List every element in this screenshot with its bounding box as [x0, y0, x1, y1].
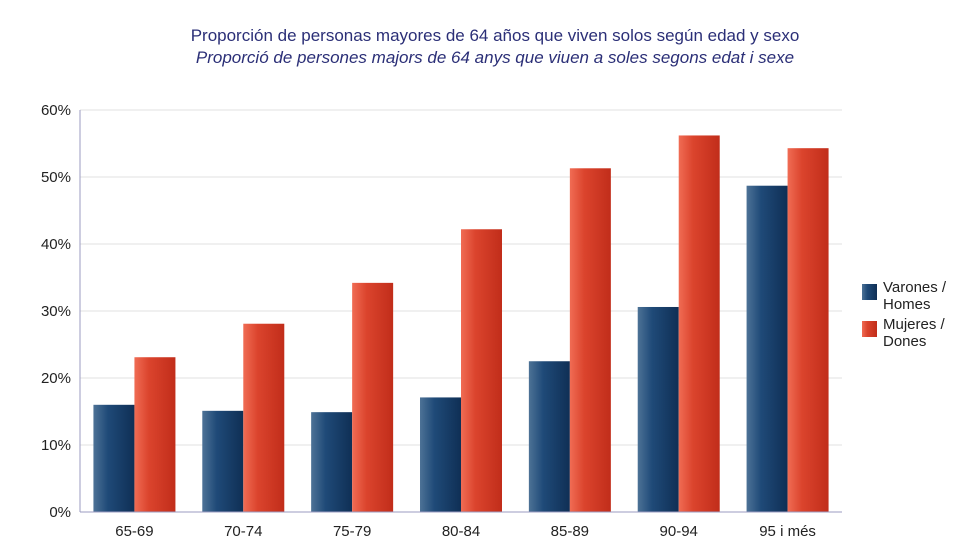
- bar-varones-65-69: [93, 404, 135, 512]
- y-tick-label: 30%: [41, 303, 71, 320]
- bar-varones-70-74: [202, 410, 244, 512]
- x-tick-label: 95 i més: [759, 523, 816, 540]
- bar-mujeres-85-89: [569, 168, 611, 513]
- legend-label: Varones / Homes: [883, 279, 947, 313]
- x-tick-label: 80-84: [442, 523, 480, 540]
- bar-mujeres-75-79: [352, 282, 394, 512]
- legend-swatch: [862, 321, 877, 337]
- y-tick-label: 40%: [41, 236, 71, 253]
- y-tick-label: 50%: [41, 169, 71, 186]
- x-tick-label: 75-79: [333, 523, 371, 540]
- bar-mujeres-90-94: [678, 135, 720, 512]
- legend-label: Mujeres / Dones: [883, 316, 946, 350]
- chart-subtitle: Proporció de persones majors de 64 anys …: [195, 48, 795, 67]
- bar-varones-90-94: [637, 306, 679, 512]
- bar-varones-85-89: [528, 361, 570, 512]
- bar-mujeres-70-74: [243, 323, 285, 512]
- y-tick-label: 10%: [41, 437, 71, 454]
- x-tick-label: 90-94: [660, 523, 698, 540]
- bar-mujeres-65-69: [134, 357, 176, 512]
- bar-varones-95-i-més: [746, 185, 788, 512]
- legend-swatch: [862, 284, 877, 300]
- bar-mujeres-80-84: [461, 229, 502, 512]
- chart-title: Proporción de personas mayores de 64 año…: [190, 26, 800, 45]
- bar-mujeres-95-i-més: [787, 148, 829, 512]
- x-tick-label: 70-74: [224, 523, 262, 540]
- x-tick-label: 85-89: [551, 523, 589, 540]
- bar-varones-75-79: [311, 412, 353, 512]
- y-tick-label: 0%: [49, 504, 71, 521]
- x-tick-label: 65-69: [115, 523, 153, 540]
- bar-varones-80-84: [420, 397, 461, 512]
- y-tick-label: 20%: [41, 370, 71, 387]
- y-tick-label: 60%: [41, 102, 71, 119]
